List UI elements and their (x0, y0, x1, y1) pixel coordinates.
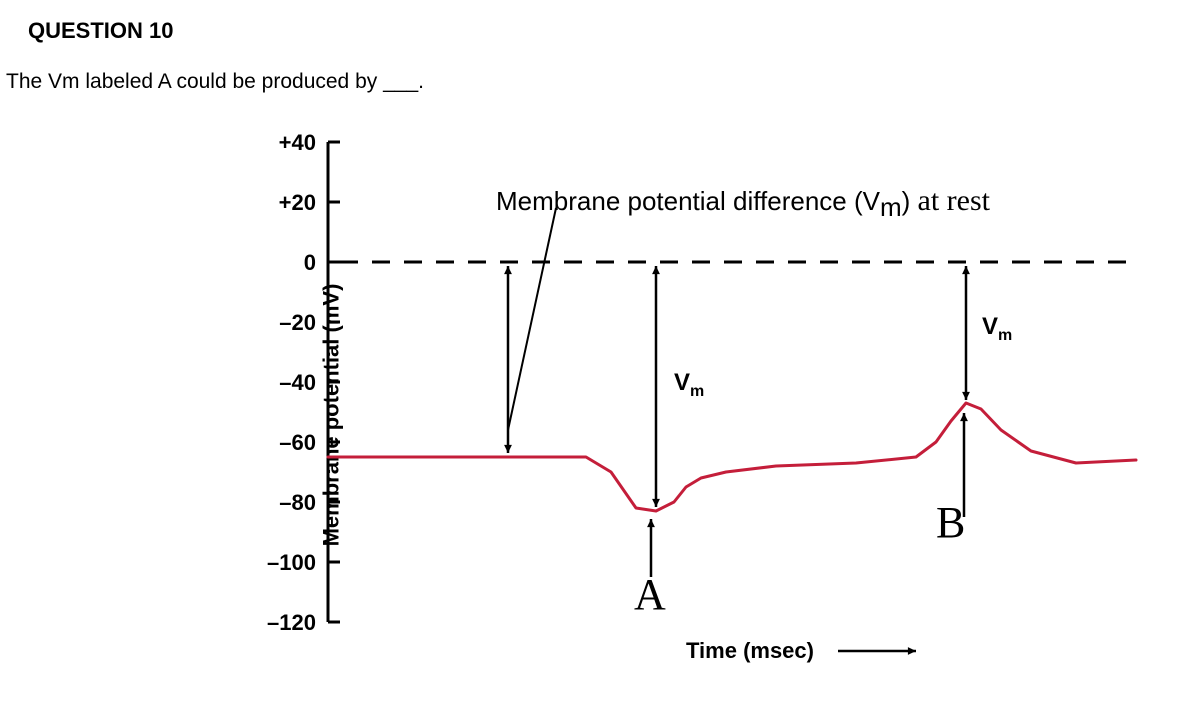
arrow-head (962, 266, 970, 274)
y-tick-label: +40 (279, 130, 316, 155)
title-leader (508, 208, 556, 430)
arrow-head (504, 266, 512, 274)
label-b: B (936, 498, 965, 547)
y-tick-label: –60 (279, 430, 316, 455)
arrow-head (908, 647, 916, 655)
y-tick-label: –80 (279, 490, 316, 515)
arrow-head (504, 445, 512, 453)
membrane-potential-chart: Membrane potential (mV) +40+200–20–40–60… (200, 130, 1180, 700)
y-tick-label: –120 (267, 610, 316, 635)
arrow-head (962, 392, 970, 400)
y-tick-label: +20 (279, 190, 316, 215)
arrow-head (652, 499, 660, 507)
chart-title: Membrane potential difference (Vm) at re… (496, 184, 991, 222)
y-tick-label: –100 (267, 550, 316, 575)
x-axis-label: Time (msec) (686, 638, 814, 663)
y-tick-label: –40 (279, 370, 316, 395)
arrow-head (652, 266, 660, 274)
arrow-head (647, 519, 655, 527)
membrane-trace (328, 403, 1136, 511)
vm-label-a: Vm (674, 369, 704, 400)
vm-label-b: Vm (982, 313, 1012, 344)
chart-svg: +40 +20 0 –20 –40 –60 –80 –100 –120 Membrane pote… (256, 130, 1176, 670)
question-number: QUESTION 10 (28, 18, 173, 44)
label-a: A (634, 570, 666, 619)
y-tick-label: 0 (304, 250, 316, 275)
y-tick-label: –20 (279, 310, 316, 335)
arrow-head (960, 413, 968, 421)
question-prompt: The Vm labeled A could be produced by __… (6, 70, 424, 94)
